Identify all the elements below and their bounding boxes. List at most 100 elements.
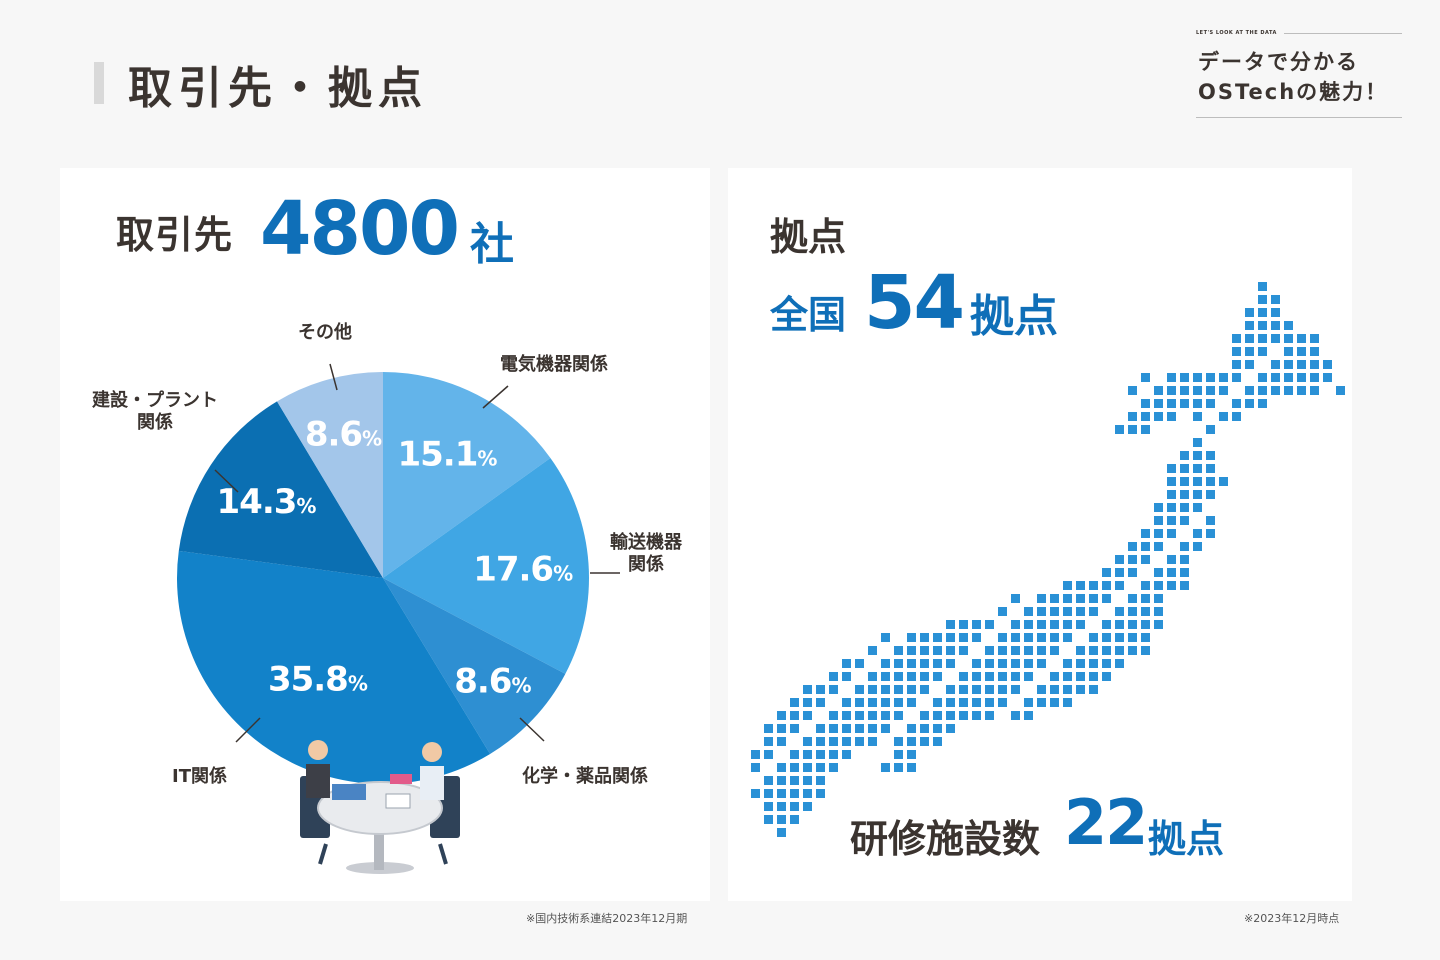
map-dot-290 bbox=[894, 711, 903, 720]
map-dot-243 bbox=[803, 685, 812, 694]
map-dot-179 bbox=[1050, 633, 1059, 642]
map-dot-203 bbox=[1128, 646, 1137, 655]
map-dot-124 bbox=[1076, 581, 1085, 590]
map-dot-213 bbox=[972, 659, 981, 668]
map-dot-278 bbox=[1024, 698, 1033, 707]
map-dot-190 bbox=[933, 646, 942, 655]
map-dot-42 bbox=[1323, 373, 1332, 382]
map-dot-100 bbox=[1180, 516, 1189, 525]
map-dot-80 bbox=[1206, 451, 1215, 460]
map-dot-348 bbox=[764, 789, 773, 798]
map-dot-217 bbox=[1024, 659, 1033, 668]
map-dot-164 bbox=[1115, 620, 1124, 629]
partners-pie-chart: 15.1%17.6%8.6%35.8%14.3%8.6% bbox=[177, 363, 620, 874]
map-dot-91 bbox=[1180, 490, 1189, 499]
map-dot-38 bbox=[1271, 373, 1280, 382]
map-dot-242 bbox=[1102, 672, 1111, 681]
map-dot-120 bbox=[1154, 568, 1163, 577]
map-dot-206 bbox=[855, 659, 864, 668]
map-dot-61 bbox=[1193, 399, 1202, 408]
map-dot-40 bbox=[1297, 373, 1306, 382]
pie-slice-2 bbox=[383, 578, 566, 754]
map-dot-15 bbox=[1297, 334, 1306, 343]
map-dot-219 bbox=[1063, 659, 1072, 668]
badge-divider bbox=[1284, 33, 1402, 34]
map-dot-21 bbox=[1297, 347, 1306, 356]
map-dot-320 bbox=[894, 737, 903, 746]
map-dot-244 bbox=[816, 685, 825, 694]
map-dot-133 bbox=[1037, 594, 1046, 603]
map-dot-52 bbox=[1271, 386, 1280, 395]
map-dot-237 bbox=[1024, 672, 1033, 681]
map-dot-88 bbox=[1206, 477, 1215, 486]
map-dot-106 bbox=[1206, 529, 1215, 538]
map-dot-211 bbox=[933, 659, 942, 668]
map-dot-300 bbox=[777, 724, 786, 733]
map-dot-41 bbox=[1310, 373, 1319, 382]
map-dot-353 bbox=[764, 802, 773, 811]
map-dot-95 bbox=[1167, 503, 1176, 512]
map-dot-137 bbox=[1089, 594, 1098, 603]
map-dot-347 bbox=[751, 789, 760, 798]
map-dot-145 bbox=[1050, 607, 1059, 616]
map-dot-264 bbox=[803, 698, 812, 707]
map-dot-241 bbox=[1089, 672, 1098, 681]
map-dot-188 bbox=[907, 646, 916, 655]
map-dot-331 bbox=[894, 750, 903, 759]
map-dot-24 bbox=[1245, 360, 1254, 369]
slice-label-construction: 建設・プラント関係 bbox=[92, 390, 218, 433]
slice-label-transport: 輸送機器関係 bbox=[610, 532, 682, 575]
map-dot-149 bbox=[1115, 607, 1124, 616]
map-dot-262 bbox=[1089, 685, 1098, 694]
badge-line-1: データで分かる bbox=[1198, 50, 1359, 74]
map-dot-218 bbox=[1037, 659, 1046, 668]
map-dot-175 bbox=[998, 633, 1007, 642]
map-dot-309 bbox=[920, 724, 929, 733]
map-dot-22 bbox=[1310, 347, 1319, 356]
map-dot-30 bbox=[1141, 373, 1150, 382]
map-dot-306 bbox=[868, 724, 877, 733]
map-dot-5 bbox=[1271, 308, 1280, 317]
map-dot-128 bbox=[1141, 581, 1150, 590]
map-dot-8 bbox=[1271, 321, 1280, 330]
training-label: 研修施設数 bbox=[850, 817, 1041, 861]
map-dot-197 bbox=[1037, 646, 1046, 655]
page-title: 取引先・拠点 bbox=[128, 63, 428, 114]
map-dot-26 bbox=[1284, 360, 1293, 369]
map-dot-103 bbox=[1154, 529, 1163, 538]
map-dot-17 bbox=[1232, 347, 1241, 356]
map-dot-176 bbox=[1011, 633, 1020, 642]
map-dot-86 bbox=[1180, 477, 1189, 486]
map-dot-204 bbox=[1141, 646, 1150, 655]
map-dot-63 bbox=[1232, 399, 1241, 408]
map-dot-231 bbox=[933, 672, 942, 681]
map-dot-50 bbox=[1245, 386, 1254, 395]
map-dot-132 bbox=[1011, 594, 1020, 603]
map-dot-261 bbox=[1076, 685, 1085, 694]
map-dot-303 bbox=[829, 724, 838, 733]
map-dot-315 bbox=[816, 737, 825, 746]
map-dot-97 bbox=[1193, 503, 1202, 512]
map-dot-316 bbox=[829, 737, 838, 746]
map-dot-136 bbox=[1076, 594, 1085, 603]
partners-label: 取引先 bbox=[116, 213, 234, 257]
map-dot-105 bbox=[1193, 529, 1202, 538]
map-dot-267 bbox=[855, 698, 864, 707]
bases-unit: 拠点 bbox=[970, 291, 1058, 342]
badge-english-caption: LET'S LOOK AT THE DATA bbox=[1196, 30, 1277, 36]
map-dot-187 bbox=[894, 646, 903, 655]
map-dot-14 bbox=[1284, 334, 1293, 343]
map-dot-168 bbox=[881, 633, 890, 642]
map-dot-123 bbox=[1063, 581, 1072, 590]
map-dot-254 bbox=[972, 685, 981, 694]
map-dot-113 bbox=[1128, 555, 1137, 564]
map-dot-357 bbox=[764, 815, 773, 824]
bases-prefix: 全国 bbox=[770, 293, 847, 337]
partners-card: 15.1% 17.6% 8.6% 35.8% 14.3% 8.6% 取引先 4800 社 … bbox=[60, 168, 710, 901]
map-dot-327 bbox=[803, 750, 812, 759]
map-dot-34 bbox=[1206, 373, 1215, 382]
map-dot-265 bbox=[816, 698, 825, 707]
map-dot-250 bbox=[907, 685, 916, 694]
map-dot-104 bbox=[1167, 529, 1176, 538]
map-dot-1 bbox=[1258, 295, 1267, 304]
